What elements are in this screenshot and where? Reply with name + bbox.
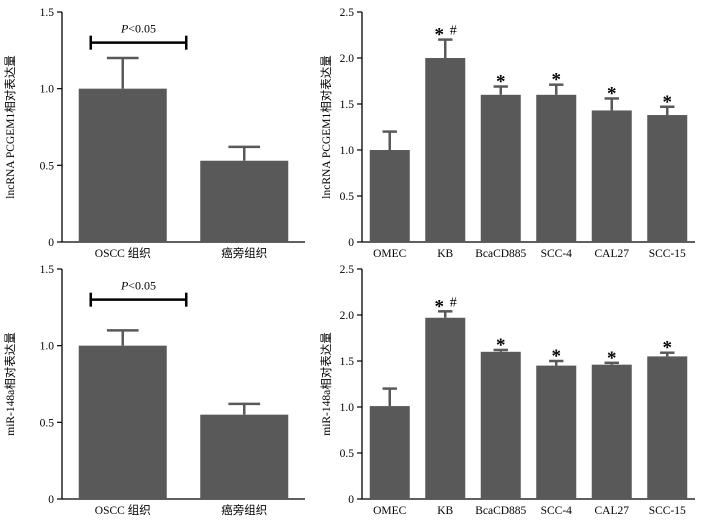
significance-mark: # (450, 295, 457, 310)
x-tick-label: 癌旁组织 (221, 246, 267, 260)
significance-mark: * (663, 92, 673, 113)
significance-mark: * (607, 348, 617, 369)
significance-mark: * (552, 70, 562, 91)
x-tick-label: CAL27 (595, 248, 630, 260)
bar (647, 115, 688, 242)
bar (425, 58, 466, 242)
y-tick-label: 0.5 (340, 191, 355, 203)
x-tick-label: SCC-4 (541, 248, 573, 260)
bar (480, 94, 521, 242)
bar (200, 414, 289, 499)
significance-mark: * (435, 25, 445, 46)
y-tick-label: 2.5 (340, 264, 355, 276)
bar (369, 406, 410, 499)
p-value-label: P<0.05 (120, 279, 156, 293)
x-tick-label: BcaCD885 (475, 248, 526, 260)
significance-mark: * (607, 83, 617, 104)
y-tick-label: 2.5 (340, 7, 355, 19)
bar (591, 364, 632, 499)
y-tick-label: 0 (48, 237, 54, 249)
bar (369, 150, 410, 242)
bar (536, 94, 577, 242)
significance-mark: * (552, 346, 562, 367)
x-tick-label: BcaCD885 (475, 505, 526, 517)
x-tick-label: KB (437, 505, 453, 517)
x-tick-label: SCC-15 (649, 505, 686, 517)
y-tick-label: 0.5 (40, 160, 55, 172)
bar (425, 317, 466, 499)
y-tick-label: 0 (48, 494, 54, 506)
y-tick-label: 2.0 (340, 310, 355, 322)
x-tick-label: OMEC (373, 505, 407, 517)
x-tick-label: CAL27 (595, 505, 630, 517)
y-tick-label: 1.5 (40, 264, 55, 276)
p-value-label: P<0.05 (120, 22, 156, 36)
bar (536, 365, 577, 499)
y-tick-label: 0 (348, 494, 354, 506)
bar (78, 88, 167, 243)
x-tick-label: 癌旁组织 (221, 503, 267, 517)
x-tick-label: OSCC 组织 (95, 503, 151, 517)
chart-panel-2: 0 0.5 1.0 1.5 2.0 2.5 lncRNA PCGEM1相对表达量 OMEC * #… (319, 7, 695, 260)
y-tick-label: 1.0 (40, 84, 55, 96)
y-tick-label: 1.0 (340, 402, 355, 414)
significance-mark: * (496, 335, 506, 356)
y-tick-label: 0 (348, 237, 354, 249)
y-tick-label: 1.5 (340, 356, 355, 368)
y-tick-label: 0.5 (340, 448, 355, 460)
x-tick-label: OSCC 组织 (95, 246, 151, 260)
y-tick-label: 1.0 (40, 341, 55, 353)
significance-mark: # (450, 24, 457, 39)
bar (647, 356, 688, 499)
y-axis-label: lncRNA PCGEM1相对表达量 (3, 55, 17, 198)
x-tick-label: SCC-15 (649, 248, 686, 260)
y-axis-label: lncRNA PCGEM1相对表达量 (319, 55, 333, 198)
significance-mark: * (496, 72, 506, 93)
y-tick-label: 0.5 (40, 417, 55, 429)
chart-panel-4: 0 0.5 1.0 1.5 2.0 2.5 miR-148a相对表达量 OMEC * # KB * Bc… (319, 264, 695, 517)
bar (200, 160, 289, 242)
bar (591, 110, 632, 242)
significance-mark: * (435, 296, 445, 317)
chart-panel-3: 0 0.5 1.0 1.5 miR-148a相对表达量 OSCC 组织 癌旁组织 P<0.05 (3, 264, 305, 517)
y-axis-label: miR-148a相对表达量 (3, 332, 17, 436)
x-tick-label: OMEC (373, 248, 407, 260)
y-tick-label: 2.0 (340, 53, 355, 65)
x-tick-label: KB (437, 248, 453, 260)
y-tick-label: 1.0 (340, 145, 355, 157)
bar (78, 345, 167, 499)
y-tick-label: 1.5 (40, 7, 55, 19)
y-tick-label: 1.5 (340, 99, 355, 111)
y-axis-label: miR-148a相对表达量 (319, 332, 333, 436)
x-tick-label: SCC-4 (541, 505, 573, 517)
chart-panel-1: 0 0.5 1.0 1.5 lncRNA PCGEM1相对表达量 OSCC 组织 癌旁组织 P… (3, 7, 305, 260)
bar (480, 351, 521, 499)
significance-mark: * (663, 338, 673, 359)
